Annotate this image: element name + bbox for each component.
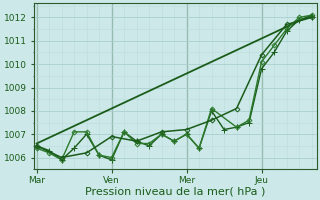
X-axis label: Pression niveau de la mer( hPa ): Pression niveau de la mer( hPa ) — [85, 187, 266, 197]
